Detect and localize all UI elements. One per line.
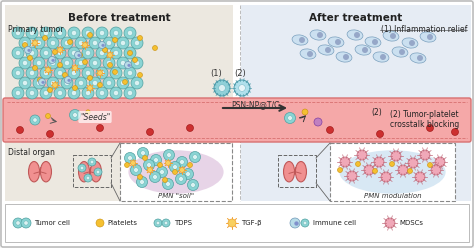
FancyBboxPatch shape <box>3 98 471 142</box>
Circle shape <box>165 160 171 165</box>
Circle shape <box>427 124 434 131</box>
Circle shape <box>124 67 136 79</box>
Circle shape <box>427 34 433 40</box>
Circle shape <box>64 40 70 46</box>
Circle shape <box>53 83 57 88</box>
Ellipse shape <box>347 30 363 40</box>
Circle shape <box>180 167 184 173</box>
Circle shape <box>301 219 309 227</box>
Circle shape <box>125 153 136 163</box>
Circle shape <box>57 48 63 53</box>
Circle shape <box>135 40 139 46</box>
Circle shape <box>72 51 76 56</box>
Circle shape <box>146 163 151 167</box>
Circle shape <box>27 56 33 61</box>
Circle shape <box>120 40 126 46</box>
Circle shape <box>176 156 188 167</box>
Circle shape <box>26 47 38 59</box>
Circle shape <box>88 75 92 81</box>
Circle shape <box>124 47 136 59</box>
Circle shape <box>96 219 104 227</box>
Circle shape <box>147 167 153 173</box>
Circle shape <box>354 32 360 38</box>
Circle shape <box>128 156 132 160</box>
Circle shape <box>64 81 70 86</box>
Circle shape <box>25 47 31 54</box>
Circle shape <box>347 171 357 181</box>
Circle shape <box>84 52 116 84</box>
Circle shape <box>135 81 139 86</box>
Circle shape <box>57 51 63 56</box>
Circle shape <box>79 61 83 65</box>
Ellipse shape <box>365 37 381 47</box>
Ellipse shape <box>91 161 101 182</box>
Circle shape <box>131 37 143 49</box>
Circle shape <box>16 51 20 56</box>
Circle shape <box>452 128 458 135</box>
Circle shape <box>33 40 37 45</box>
Circle shape <box>73 86 78 91</box>
Circle shape <box>303 221 307 225</box>
Circle shape <box>12 47 24 59</box>
Circle shape <box>54 87 66 99</box>
Circle shape <box>186 172 190 176</box>
Circle shape <box>408 168 412 174</box>
Circle shape <box>16 31 20 35</box>
Ellipse shape <box>420 32 436 42</box>
Circle shape <box>137 175 143 180</box>
Ellipse shape <box>79 161 90 182</box>
Circle shape <box>372 39 378 45</box>
Circle shape <box>133 58 137 62</box>
Circle shape <box>340 157 350 167</box>
Circle shape <box>79 40 83 46</box>
Circle shape <box>38 79 46 86</box>
Circle shape <box>58 38 102 82</box>
Circle shape <box>98 83 102 88</box>
Circle shape <box>89 37 101 49</box>
Circle shape <box>72 91 76 95</box>
Circle shape <box>82 60 88 64</box>
Circle shape <box>103 57 115 69</box>
Ellipse shape <box>295 161 307 182</box>
Circle shape <box>108 62 112 67</box>
Circle shape <box>420 150 430 160</box>
Circle shape <box>186 124 193 131</box>
Circle shape <box>89 77 101 89</box>
Circle shape <box>130 164 142 176</box>
Circle shape <box>124 87 136 99</box>
FancyBboxPatch shape <box>5 5 233 201</box>
Circle shape <box>317 32 323 38</box>
Circle shape <box>100 31 105 35</box>
Circle shape <box>29 51 35 56</box>
Circle shape <box>117 77 129 89</box>
Circle shape <box>47 37 59 49</box>
Circle shape <box>33 57 45 69</box>
Ellipse shape <box>339 150 446 194</box>
Circle shape <box>85 51 91 56</box>
Circle shape <box>61 37 73 49</box>
Text: (1) Inflammation relief: (1) Inflammation relief <box>381 25 467 34</box>
Circle shape <box>409 40 415 46</box>
Circle shape <box>100 91 105 95</box>
Circle shape <box>327 126 334 133</box>
Circle shape <box>117 37 129 49</box>
Circle shape <box>64 76 72 84</box>
FancyBboxPatch shape <box>330 143 455 201</box>
Circle shape <box>110 67 122 79</box>
Circle shape <box>33 118 37 122</box>
Circle shape <box>22 54 58 90</box>
Circle shape <box>30 115 40 125</box>
Ellipse shape <box>410 53 426 63</box>
Circle shape <box>50 81 55 86</box>
Circle shape <box>68 47 80 59</box>
Circle shape <box>96 47 108 59</box>
Circle shape <box>16 221 20 225</box>
Circle shape <box>92 61 98 65</box>
Circle shape <box>16 91 20 95</box>
Circle shape <box>36 40 42 46</box>
Circle shape <box>82 67 94 79</box>
Circle shape <box>173 169 177 175</box>
Circle shape <box>167 153 171 157</box>
Circle shape <box>44 51 48 56</box>
